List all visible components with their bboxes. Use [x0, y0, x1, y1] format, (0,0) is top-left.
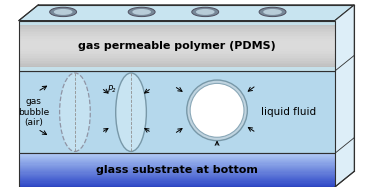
Polygon shape [19, 24, 335, 26]
Polygon shape [19, 185, 335, 186]
Polygon shape [19, 160, 335, 161]
Polygon shape [19, 170, 335, 171]
Ellipse shape [196, 9, 215, 15]
Polygon shape [19, 32, 335, 34]
Polygon shape [19, 39, 335, 41]
Polygon shape [19, 176, 335, 177]
Polygon shape [19, 54, 335, 56]
Polygon shape [19, 5, 354, 21]
Ellipse shape [192, 7, 219, 17]
Polygon shape [19, 44, 335, 46]
Polygon shape [19, 49, 335, 51]
Text: gas permeable polymer (PDMS): gas permeable polymer (PDMS) [78, 41, 276, 51]
Polygon shape [19, 67, 335, 71]
Polygon shape [19, 184, 335, 185]
Text: liquid fluid: liquid fluid [260, 107, 316, 117]
Polygon shape [19, 186, 335, 187]
Polygon shape [19, 53, 335, 54]
Polygon shape [19, 172, 335, 174]
Polygon shape [19, 159, 335, 160]
Polygon shape [19, 51, 335, 53]
Polygon shape [19, 22, 335, 24]
Polygon shape [19, 169, 335, 170]
Polygon shape [19, 153, 335, 154]
Polygon shape [19, 175, 335, 176]
Ellipse shape [54, 9, 73, 15]
Text: gas
bubble
(air): gas bubble (air) [18, 97, 50, 127]
Polygon shape [19, 26, 335, 27]
Polygon shape [19, 178, 335, 179]
Polygon shape [19, 162, 335, 163]
Ellipse shape [263, 9, 282, 15]
Polygon shape [19, 21, 335, 22]
Ellipse shape [132, 9, 151, 15]
Polygon shape [19, 179, 335, 180]
Polygon shape [19, 167, 335, 168]
Polygon shape [19, 71, 335, 153]
Ellipse shape [116, 73, 146, 151]
Polygon shape [19, 46, 335, 47]
Polygon shape [19, 68, 335, 69]
Polygon shape [19, 174, 335, 175]
Polygon shape [19, 61, 335, 63]
Polygon shape [19, 58, 335, 59]
Ellipse shape [259, 7, 286, 17]
Polygon shape [19, 180, 335, 181]
Polygon shape [19, 158, 335, 159]
Polygon shape [19, 36, 335, 37]
Ellipse shape [128, 7, 155, 17]
Polygon shape [19, 29, 335, 31]
Polygon shape [19, 27, 335, 29]
Polygon shape [19, 66, 335, 68]
Ellipse shape [50, 7, 77, 17]
Polygon shape [19, 64, 335, 66]
Polygon shape [19, 161, 335, 162]
Polygon shape [19, 163, 335, 165]
Polygon shape [19, 183, 335, 184]
Polygon shape [19, 63, 335, 64]
Polygon shape [335, 5, 354, 187]
Polygon shape [19, 59, 335, 61]
Polygon shape [19, 37, 335, 39]
Polygon shape [19, 171, 335, 172]
Polygon shape [19, 157, 335, 158]
Polygon shape [19, 166, 335, 167]
Ellipse shape [190, 83, 244, 137]
Text: glass substrate at bottom: glass substrate at bottom [96, 165, 258, 175]
Polygon shape [19, 154, 335, 156]
Ellipse shape [187, 80, 247, 141]
Polygon shape [19, 42, 335, 44]
Ellipse shape [60, 73, 90, 151]
Polygon shape [19, 156, 335, 157]
Polygon shape [19, 47, 335, 49]
Polygon shape [19, 165, 335, 166]
Polygon shape [19, 69, 335, 71]
Polygon shape [19, 21, 335, 25]
Polygon shape [19, 168, 335, 169]
Polygon shape [19, 181, 335, 183]
Polygon shape [19, 177, 335, 178]
Polygon shape [19, 34, 335, 36]
Polygon shape [19, 41, 335, 42]
Polygon shape [19, 31, 335, 32]
Polygon shape [19, 56, 335, 58]
Text: P₂: P₂ [107, 85, 116, 94]
